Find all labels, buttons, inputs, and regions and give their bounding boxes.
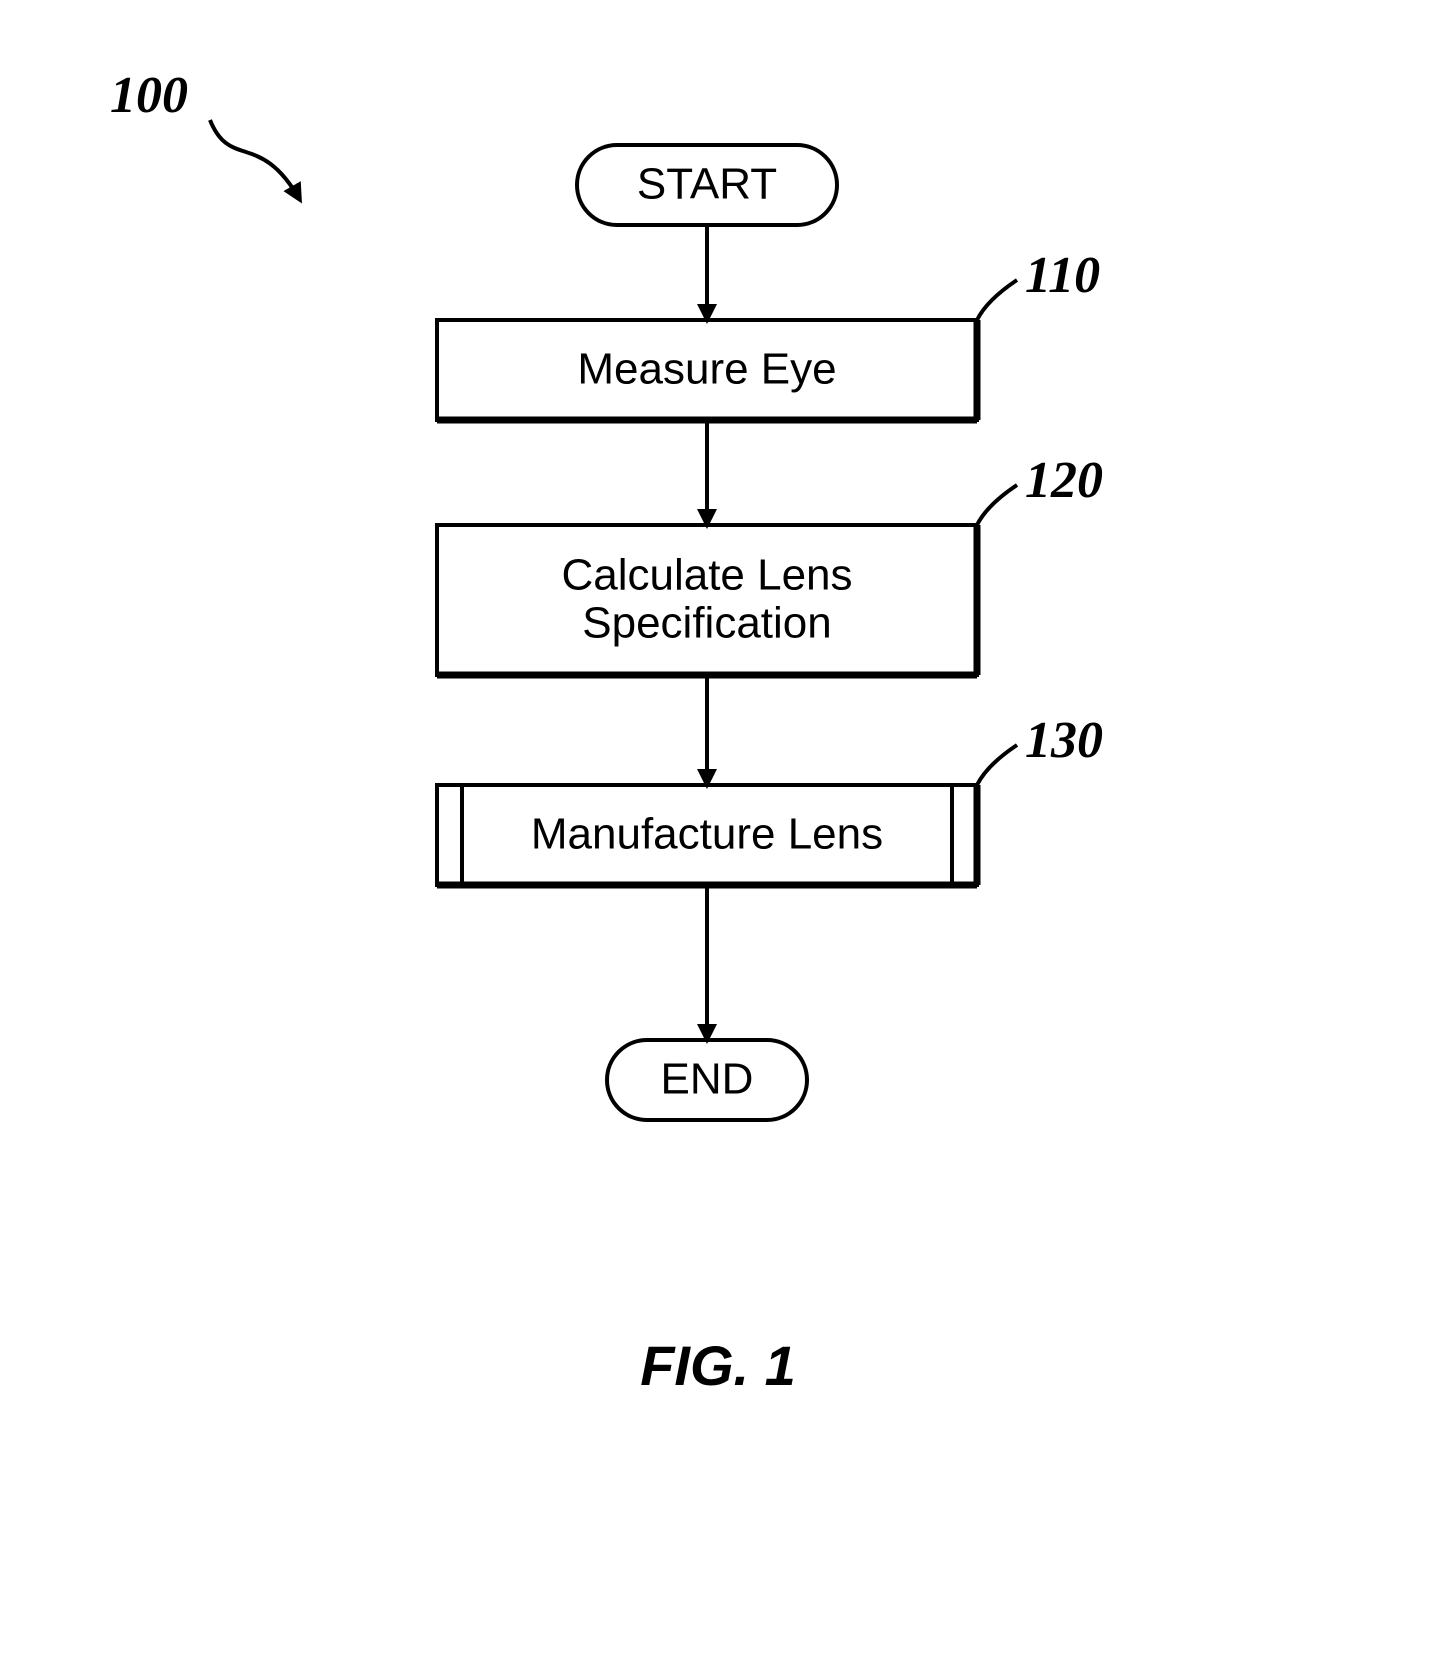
start-terminator: START (577, 145, 837, 225)
diagram-ref-label: 100 (110, 67, 188, 124)
diagram-ref-arrow (210, 120, 300, 200)
step-calculate-label-1: Specification (582, 599, 831, 648)
end-terminator: END (607, 1040, 807, 1120)
step-manufacture-ref: 130 (1025, 712, 1103, 769)
figure-caption: FIG. 1 (640, 1334, 796, 1397)
start-label: START (637, 160, 777, 209)
step-calculate: Calculate LensSpecification 120 (437, 452, 1103, 675)
step-measure-label-0: Measure Eye (577, 345, 836, 394)
step-manufacture: Manufacture Lens 130 (437, 712, 1103, 885)
step-manufacture-label-0: Manufacture Lens (531, 810, 883, 859)
step-calculate-label-0: Calculate Lens (561, 551, 852, 600)
step-measure: Measure Eye 110 (437, 247, 1100, 420)
step-calculate-ref: 120 (1025, 452, 1103, 509)
end-label: END (661, 1055, 754, 1104)
step-measure-ref: 110 (1025, 247, 1100, 304)
diagram-ref: 100 (110, 67, 300, 200)
